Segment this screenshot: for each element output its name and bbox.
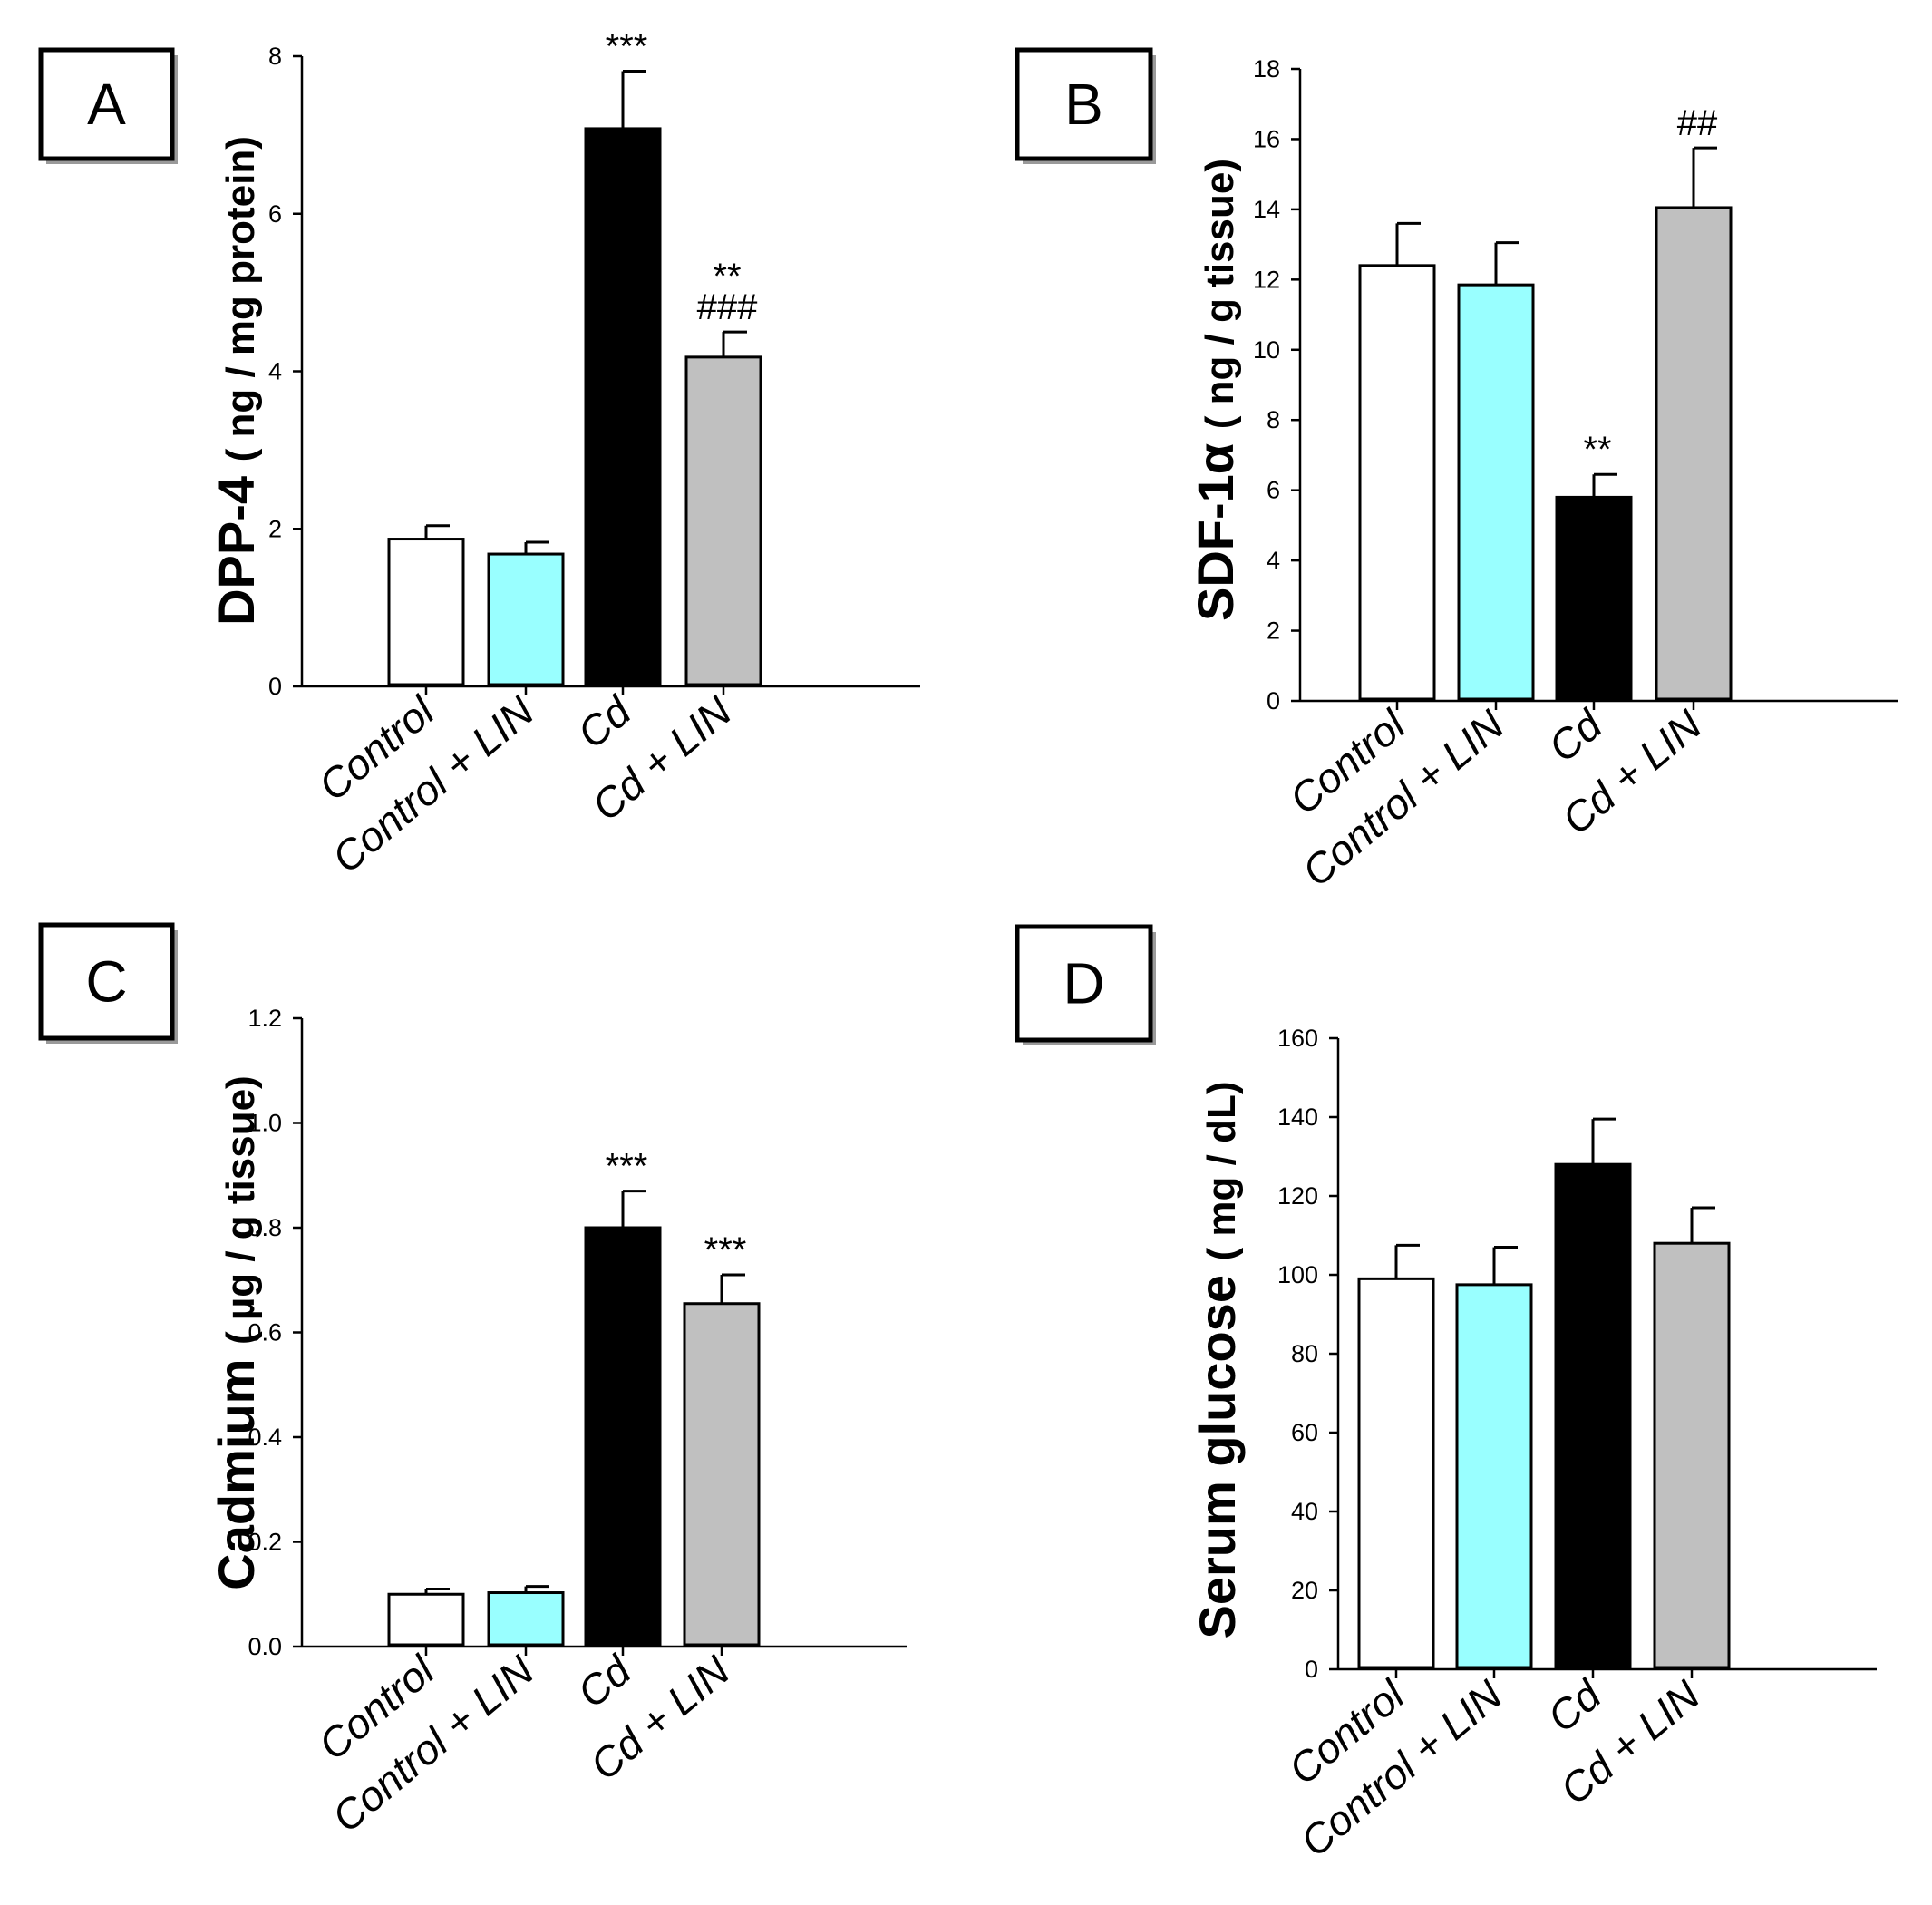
bar-control: [387, 1592, 465, 1647]
panel-label-letter: C: [85, 949, 127, 1015]
y-tick-label: 12: [1253, 266, 1280, 293]
y-tick-label: 8: [1267, 406, 1280, 433]
y-tick-label: 6: [268, 200, 282, 228]
y-axis-label-name: DPP-4: [208, 462, 265, 626]
x-category-label: Cd: [1539, 700, 1612, 772]
significance-annotation: ***: [704, 1230, 747, 1270]
panel-label-box: [1015, 47, 1153, 161]
y-tick-label: 120: [1277, 1182, 1318, 1210]
x-category-label: Cd: [568, 1646, 641, 1717]
bar-control-lin: [1455, 1283, 1533, 1669]
bar-control-lin: [487, 552, 565, 686]
y-tick-label: 1.2: [248, 1005, 282, 1032]
y-axis-label: DPP-4 ( ng / mg protein): [208, 136, 265, 626]
y-tick-label: 4: [268, 358, 282, 385]
y-tick-label: 0.4: [248, 1424, 282, 1451]
y-axis-label-unit: ( ng / mg protein): [218, 136, 263, 462]
y-tick-label: 0.0: [248, 1633, 282, 1660]
bar-cd-lin: [1653, 1241, 1731, 1669]
bar-control-lin: [487, 1591, 565, 1647]
x-category-label: Cd: [568, 686, 641, 758]
y-tick-label: 40: [1291, 1498, 1318, 1525]
bar-cd: [1554, 1162, 1632, 1669]
significance-annotation: ***: [606, 27, 648, 67]
y-axis-label-name: Cadmium: [208, 1345, 265, 1590]
significance-annotation: **: [713, 257, 741, 296]
bar-cd-lin: [684, 355, 762, 686]
y-tick-label: 20: [1291, 1577, 1318, 1604]
bar-control: [387, 538, 465, 686]
panel-label-letter: B: [1064, 72, 1103, 137]
significance-annotation: **: [1583, 430, 1611, 470]
y-tick-label: 6: [1267, 477, 1280, 504]
bar-cd: [584, 127, 662, 686]
y-tick-label: 60: [1291, 1419, 1318, 1446]
y-tick-label: 10: [1253, 336, 1280, 364]
y-tick-label: 0.6: [248, 1319, 282, 1346]
panel-label-letter: A: [87, 72, 126, 137]
y-axis-label-name: SDF-1α: [1187, 429, 1244, 621]
bar-cd-lin: [1655, 206, 1733, 701]
y-axis-label: SDF-1α ( ng / g tissue): [1187, 159, 1244, 621]
x-category-label: Cd: [1539, 1670, 1611, 1742]
y-tick-label: 4: [1267, 547, 1280, 574]
y-axis-label-unit: ( ng / g tissue): [1198, 159, 1242, 429]
bar-control-lin: [1457, 283, 1535, 701]
y-tick-label: 0.8: [248, 1214, 282, 1241]
y-tick-label: 0.2: [248, 1529, 282, 1556]
y-tick-label: 16: [1253, 125, 1280, 152]
bar-control: [1357, 1277, 1435, 1669]
y-tick-label: 8: [268, 43, 282, 70]
panel-label-box: [1015, 924, 1153, 1043]
y-tick-label: 1.0: [248, 1110, 282, 1137]
y-tick-label: 0: [268, 673, 282, 700]
bar-cd: [584, 1226, 662, 1647]
y-axis-label-unit: ( mg / dL): [1199, 1082, 1244, 1261]
bar-control: [1358, 264, 1436, 701]
y-axis-label: Serum glucose ( mg / dL): [1189, 1082, 1246, 1639]
significance-annotation: ##: [1677, 103, 1718, 143]
y-tick-label: 160: [1277, 1025, 1318, 1052]
bar-cd-lin: [683, 1302, 761, 1647]
bar-cd: [1555, 495, 1633, 701]
y-tick-label: 140: [1277, 1103, 1318, 1131]
y-axis-label-unit: ( µg / g tissue): [218, 1075, 263, 1345]
panel-label-box: [38, 922, 175, 1041]
y-tick-label: 0: [1267, 687, 1280, 714]
y-tick-label: 0: [1305, 1656, 1318, 1683]
significance-annotation: ***: [606, 1147, 648, 1187]
y-tick-label: 14: [1253, 196, 1280, 223]
panel-label-letter: D: [1063, 951, 1104, 1016]
y-axis-label-name: Serum glucose: [1189, 1260, 1246, 1638]
significance-annotation: ###: [697, 287, 758, 327]
y-tick-label: 18: [1253, 55, 1280, 83]
y-tick-label: 2: [1267, 617, 1280, 645]
y-axis-label: Cadmium ( µg / g tissue): [208, 1075, 265, 1589]
y-tick-label: 2: [268, 515, 282, 542]
y-tick-label: 80: [1291, 1340, 1318, 1367]
panel-label-box: [38, 47, 175, 161]
y-tick-label: 100: [1277, 1261, 1318, 1288]
